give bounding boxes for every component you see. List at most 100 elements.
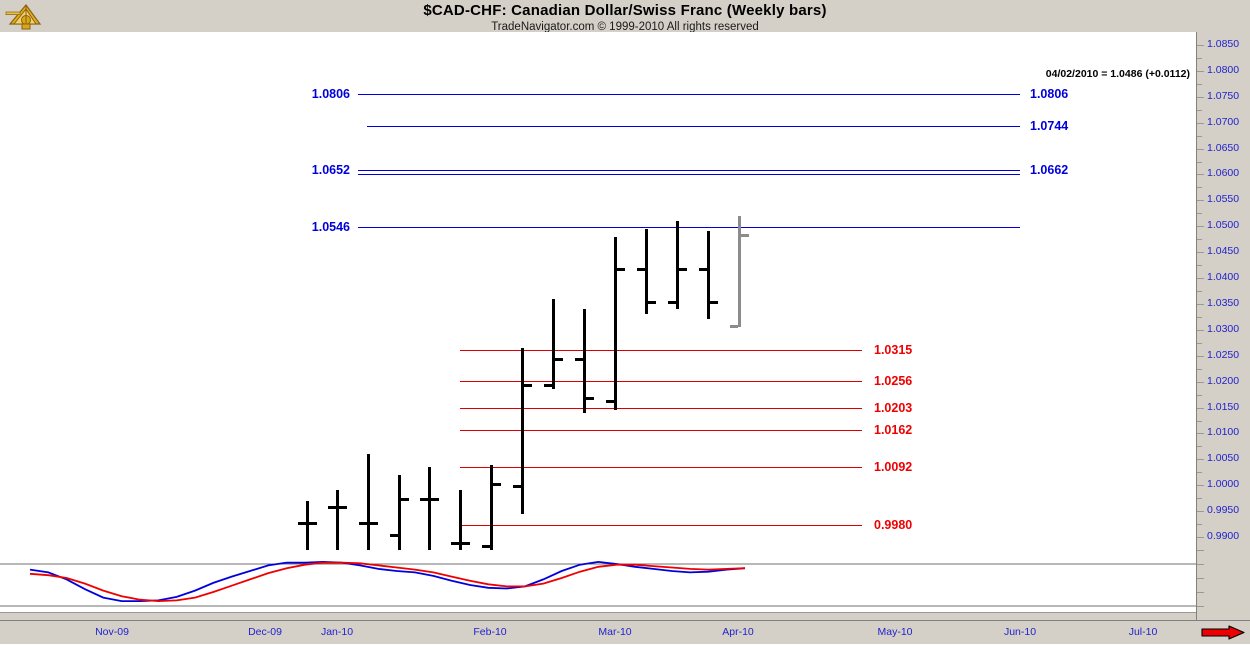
support-line[interactable]: [460, 467, 862, 468]
price-axis-tick: [1197, 226, 1204, 228]
support-line[interactable]: [460, 350, 862, 351]
resistance-line[interactable]: [367, 126, 1020, 127]
stochastic-line: [29, 560, 746, 602]
support-label: 1.0256: [874, 374, 913, 388]
price-axis-label: 1.0550: [1207, 193, 1240, 206]
support-line[interactable]: [460, 408, 862, 409]
stochastic-axis[interactable]: [1196, 550, 1250, 621]
price-axis-minor-tick: [1197, 368, 1202, 370]
price-axis-minor-tick: [1197, 57, 1202, 59]
horizontal-scroll-strip[interactable]: [0, 612, 1196, 621]
price-axis-tick: [1197, 459, 1204, 461]
price-axis-tick: [1197, 303, 1204, 305]
price-axis-minor-tick: [1197, 83, 1202, 85]
price-axis-label: 1.0150: [1207, 400, 1240, 413]
price-axis-minor-tick: [1197, 420, 1202, 422]
price-axis-tick: [1197, 511, 1204, 513]
ohlc-bar: [336, 490, 339, 550]
support-label: 1.0092: [874, 460, 913, 474]
price-axis-label: 1.0700: [1207, 115, 1240, 128]
ohlc-bar: [398, 474, 401, 550]
price-axis-minor-tick: [1197, 161, 1202, 163]
last-quote-text: 04/02/2010 = 1.0486 (+0.0112): [1045, 68, 1190, 80]
resistance-label-left: 1.0652: [311, 163, 350, 177]
price-axis-minor-tick: [1197, 239, 1202, 241]
price-axis-minor-tick: [1197, 265, 1202, 267]
ohlc-close-tick: [710, 301, 718, 305]
ohlc-close-tick: [401, 498, 409, 502]
price-axis-minor-tick: [1197, 498, 1202, 500]
ohlc-close-tick: [524, 384, 532, 388]
price-axis-tick: [1197, 329, 1204, 331]
price-axis-tick: [1197, 278, 1204, 280]
ohlc-open-tick: [699, 267, 707, 271]
price-axis-label: 1.0400: [1207, 271, 1240, 284]
support-label: 1.0315: [874, 343, 913, 357]
date-axis[interactable]: Nov-09 Dec-09 Jan-10 Feb-10 Mar-10 Apr-10 May-…: [0, 620, 1250, 644]
copyright-subtitle: TradeNavigator.com © 1999-2010 All right…: [491, 21, 759, 33]
ohlc-bar: [306, 500, 309, 550]
price-axis-label: 1.0450: [1207, 245, 1240, 258]
price-axis-tick: [1197, 407, 1204, 409]
support-line[interactable]: [460, 430, 862, 431]
price-axis-label: 1.0850: [1207, 37, 1240, 50]
ohlc-close-tick: [648, 301, 656, 305]
price-axis-minor-tick: [1197, 394, 1202, 396]
price-axis-tick: [1197, 433, 1204, 435]
price-axis-minor-tick: [1197, 109, 1202, 111]
ohlc-close-tick: [617, 267, 625, 271]
resistance-line[interactable]: [358, 94, 1020, 95]
stochastic-plot: [0, 560, 1196, 607]
date-axis-label: May-10: [877, 626, 913, 638]
scroll-right-arrow-icon[interactable]: [1201, 625, 1245, 640]
support-label: 1.0162: [874, 423, 913, 437]
ohlc-bar: [707, 231, 710, 320]
resistance-label-left: 1.0546: [311, 220, 350, 234]
stochastic-axis-tick: [1197, 564, 1204, 565]
ohlc-bar: [583, 309, 586, 413]
ohlc-bar: [459, 490, 462, 550]
ohlc-open-tick: [328, 505, 336, 509]
stochastic-axis-tick: [1197, 550, 1204, 551]
date-axis-label: Jan-10: [320, 626, 354, 638]
ohlc-close-tick: [309, 521, 317, 525]
price-axis[interactable]: 1.0850 1.0800 1.0750 1.0700 1.0650 1.0600 1.05…: [1196, 32, 1250, 550]
ohlc-open-tick: [390, 534, 398, 538]
stochastic-panel[interactable]: [0, 550, 1196, 621]
ohlc-bar: [738, 215, 741, 328]
resistance-line[interactable]: [358, 174, 1020, 175]
page-title: $CAD-CHF: Canadian Dollar/Swiss Franc (W…: [423, 2, 827, 19]
price-axis-label: 1.0100: [1207, 426, 1240, 439]
ohlc-bar: [367, 454, 370, 550]
stochastic-axis-tick: [1197, 578, 1204, 579]
price-axis-label: 1.0650: [1207, 141, 1240, 154]
ohlc-close-tick: [555, 358, 563, 362]
ohlc-open-tick: [668, 301, 676, 305]
ohlc-open-tick: [575, 358, 583, 362]
ohlc-close-tick: [370, 521, 378, 525]
resistance-line[interactable]: [358, 227, 1020, 228]
ohlc-close-tick: [493, 482, 501, 486]
ohlc-open-tick: [730, 324, 738, 328]
price-axis-tick: [1197, 44, 1204, 46]
price-axis-label: 0.9900: [1207, 530, 1240, 543]
price-axis-tick: [1197, 122, 1204, 124]
price-axis-label: 1.0250: [1207, 348, 1240, 361]
ohlc-bar: [521, 347, 524, 514]
price-axis-label: 1.0200: [1207, 374, 1240, 387]
price-axis-minor-tick: [1197, 187, 1202, 189]
price-axis-label: 1.0350: [1207, 296, 1240, 309]
resistance-line[interactable]: [358, 170, 1020, 171]
price-chart-panel[interactable]: 04/02/2010 = 1.0486 (+0.0112) TradeNavig…: [0, 32, 1196, 551]
price-axis-label: 1.0050: [1207, 452, 1240, 465]
resistance-label-right: 1.0662: [1030, 163, 1069, 177]
ohlc-open-tick: [513, 485, 521, 489]
support-line[interactable]: [460, 525, 862, 526]
price-axis-label: 0.9950: [1207, 504, 1240, 517]
quote-box: 04/02/2010 = 1.0486 (+0.0112): [1026, 65, 1196, 81]
price-axis-tick: [1197, 485, 1204, 487]
price-axis-label: 1.0300: [1207, 322, 1240, 335]
price-axis-label: 1.0800: [1207, 63, 1240, 76]
ohlc-open-tick: [420, 498, 428, 502]
support-line[interactable]: [460, 381, 862, 382]
